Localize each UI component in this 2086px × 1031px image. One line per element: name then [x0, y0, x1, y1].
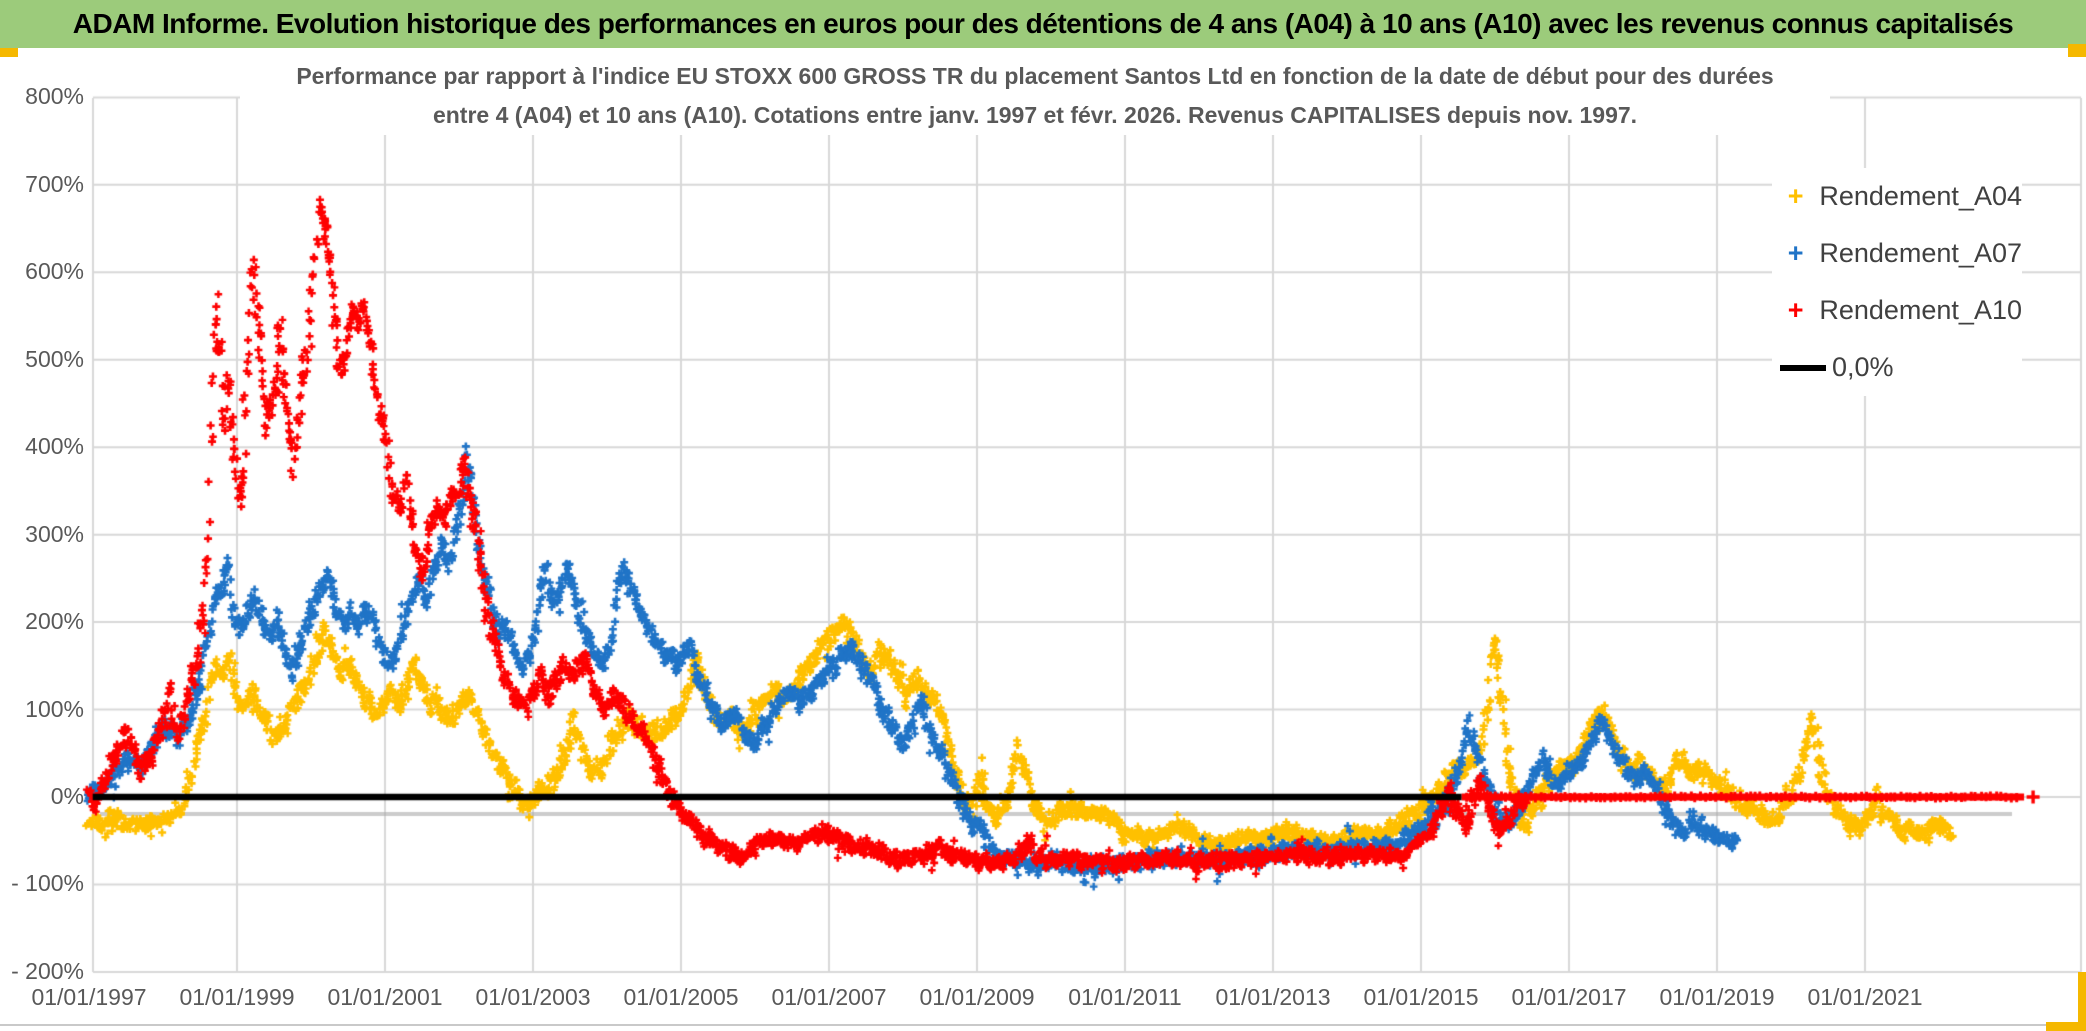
y-tick-label: 100%: [25, 695, 84, 722]
plus-marker-icon: +: [1787, 238, 1804, 268]
gold-accent-top-right: [2068, 44, 2086, 57]
chart-subtitle-line1: Performance par rapport à l'indice EU ST…: [296, 63, 1774, 89]
x-tick-label: 01/01/2021: [1807, 984, 1923, 1010]
x-tick-label: 01/01/1997: [31, 984, 147, 1010]
plus-marker-icon: +: [1787, 295, 1804, 325]
x-tick-label: 01/01/2001: [327, 984, 443, 1010]
title-bar: ADAM Informe. Evolution historique des p…: [0, 0, 2086, 48]
y-tick-label: 500%: [25, 345, 84, 372]
black-line-icon: [1780, 364, 1826, 371]
chart-subtitle-line2: entre 4 (A04) et 10 ans (A10). Cotations…: [432, 102, 1638, 128]
legend-label: Rendement_A04: [1819, 181, 2022, 211]
x-tick-label: 01/01/2003: [475, 984, 591, 1010]
legend-item-a10[interactable]: + Rendement_A10: [1772, 282, 2022, 339]
gold-accent-top-left: [0, 48, 18, 57]
y-tick-label: 0%: [50, 783, 84, 809]
legend-label: Rendement_A07: [1819, 238, 2022, 268]
y-tick-label: - 200%: [11, 957, 84, 984]
y-tick-label: 700%: [25, 170, 84, 197]
x-tick-label: 01/01/2007: [771, 984, 887, 1010]
y-tick-label: 800%: [25, 83, 84, 110]
chart-legend[interactable]: + Rendement_A04 + Rendement_A07 + Rendem…: [1772, 168, 2022, 396]
window-bottom-border: [0, 1024, 2086, 1026]
chart-subtitle: Performance par rapport à l'indice EU ST…: [240, 57, 1830, 135]
gold-accent-right-strip: [2078, 972, 2086, 1031]
y-tick-label: 400%: [25, 433, 84, 460]
legend-label: Rendement_A10: [1819, 295, 2022, 325]
x-tick-label: 01/01/2015: [1363, 984, 1479, 1010]
y-tick-label: 300%: [25, 520, 84, 547]
x-tick-label: 01/01/2013: [1215, 984, 1331, 1010]
page-title: ADAM Informe. Evolution historique des p…: [72, 8, 2014, 39]
x-tick-label: 01/01/1999: [179, 984, 295, 1010]
x-tick-label: 01/01/2017: [1511, 984, 1627, 1010]
legend-item-a04[interactable]: + Rendement_A04: [1772, 168, 2022, 225]
legend-label: 0,0%: [1832, 352, 1894, 382]
legend-item-a07[interactable]: + Rendement_A07: [1772, 225, 2022, 282]
x-tick-label: 01/01/2011: [1068, 984, 1182, 1010]
gold-accent-bottom-right: [2046, 1022, 2086, 1031]
legend-item-zero-line[interactable]: 0,0%: [1772, 339, 2022, 396]
y-tick-label: 200%: [25, 608, 84, 635]
plus-marker-icon: +: [1787, 181, 1804, 211]
x-tick-label: 01/01/2009: [919, 984, 1035, 1010]
x-tick-label: 01/01/2019: [1659, 984, 1775, 1010]
x-tick-label: 01/01/2005: [623, 984, 739, 1010]
y-tick-label: - 100%: [11, 870, 84, 897]
y-tick-label: 600%: [25, 258, 84, 285]
